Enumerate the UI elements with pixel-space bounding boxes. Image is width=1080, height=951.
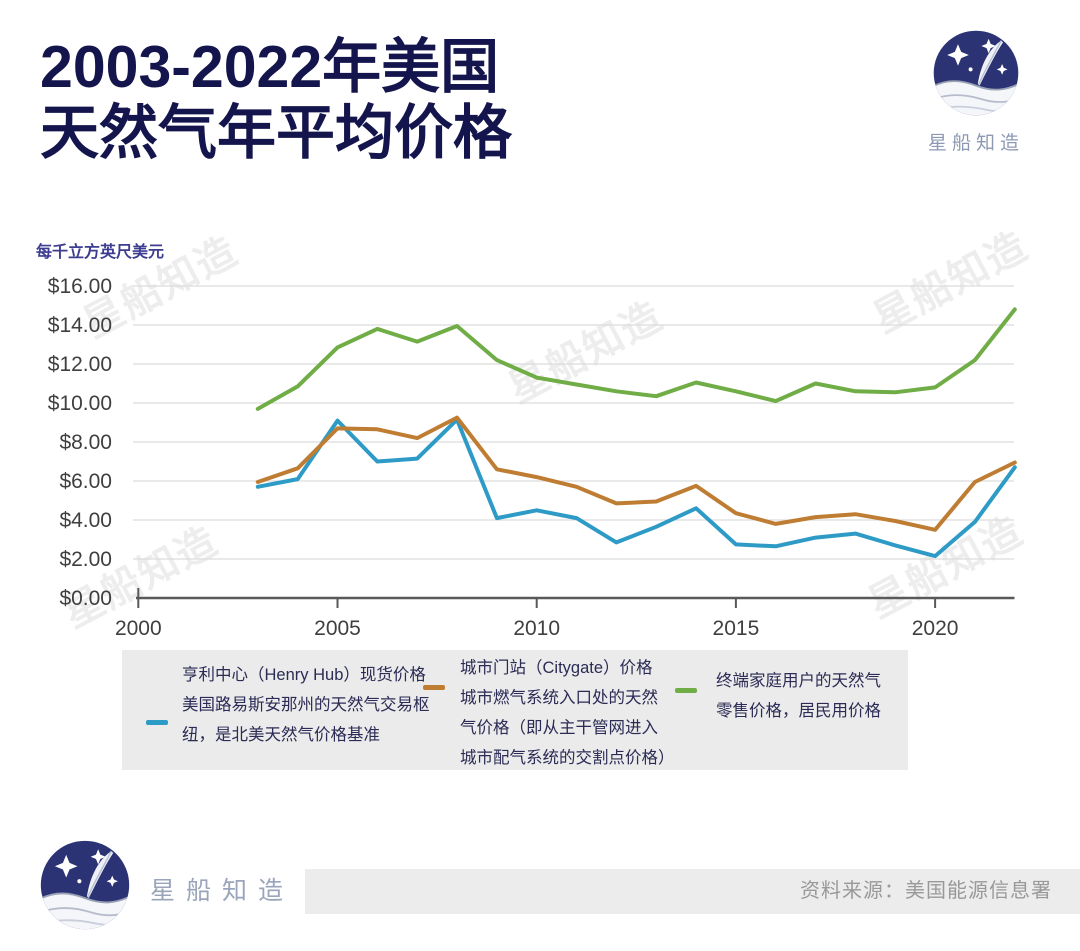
brand-logo-footer [38, 838, 132, 932]
legend-text-citygate: 城市门站（Citygate）价格 城市燃气系统入口处的天然 气价格（即从主干管网进入… [460, 659, 675, 767]
x-tick-label: 2020 [912, 617, 959, 640]
series-line [255, 417, 1017, 559]
brand-name-footer: 星船知造 [150, 877, 295, 905]
legend-text-henry-hub: 亨利中心（Henry Hub）现货价格 美国路易斯安那州的天然气交易枢 纽，是北美天… [182, 666, 430, 744]
residential-line-swatch [675, 688, 697, 693]
page-title: 2003-2022年美国 天然气年平均价格 [40, 34, 512, 166]
title-line-1: 2003-2022年美国 [40, 34, 500, 100]
line-chart: $0.00 $2.00 $4.00 $6.00 $8.00 $10.00 $12.00 $14… [48, 275, 1017, 640]
y-tick-label: $0.00 [59, 587, 112, 610]
y-tick-label: $2.00 [59, 548, 112, 571]
source-band: 资料来源：美国能源信息署 [305, 869, 1080, 914]
citygate-line-swatch [423, 685, 445, 690]
x-tick-label: 2015 [713, 617, 760, 640]
starship-logo-icon [933, 30, 1019, 116]
y-tick-label: $4.00 [59, 509, 112, 532]
y-tick-label: $8.00 [59, 431, 112, 454]
data-source-text: 资料来源：美国能源信息署 [800, 880, 1052, 902]
title-line-2: 天然气年平均价格 [40, 100, 513, 166]
y-axis-unit-label: 每千立方英尺美元 [36, 244, 165, 261]
series-line [255, 307, 1017, 411]
starship-logo-icon [40, 840, 130, 930]
brand-logo-header: 星船知造 [928, 28, 1024, 155]
henry-hub-line-swatch [146, 720, 168, 725]
y-tick-label: $6.00 [59, 470, 112, 493]
y-tick-label: $14.00 [48, 314, 112, 337]
brand-name-header: 星船知造 [928, 133, 1025, 154]
legend-text-residential: 终端家庭用户的天然气 零售价格，居民用价格 [716, 672, 881, 720]
series-line [255, 415, 1017, 532]
x-tick-label: 2010 [513, 617, 560, 640]
y-tick-label: $16.00 [48, 275, 112, 298]
x-tick-label: 2000 [115, 617, 162, 640]
y-tick-label: $10.00 [48, 392, 112, 415]
x-tick-label: 2005 [314, 617, 361, 640]
chart-legend: 亨利中心（Henry Hub）现货价格 美国路易斯安那州的天然气交易枢 纽，是北美天… [122, 650, 908, 770]
y-tick-label: $12.00 [48, 353, 112, 376]
